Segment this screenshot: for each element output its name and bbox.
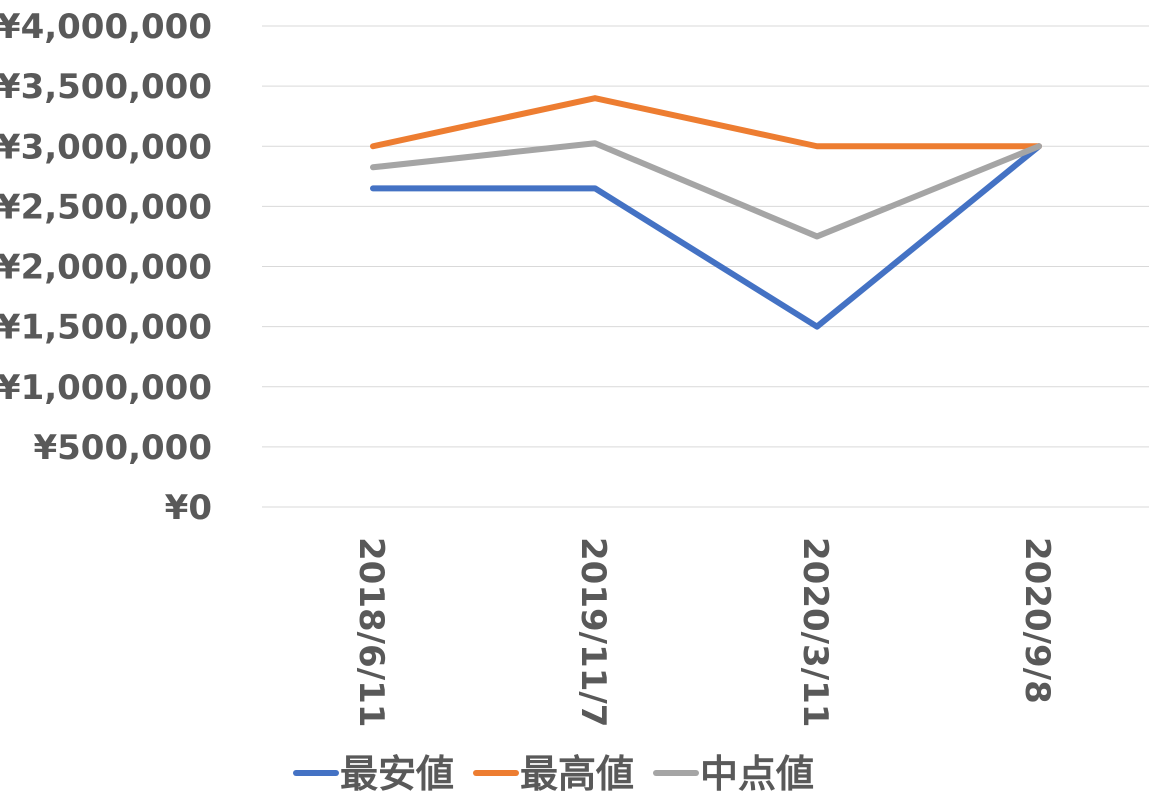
legend-label: 最高値 bbox=[520, 752, 634, 796]
y-tick-label: ¥0 bbox=[165, 488, 212, 528]
y-tick-label: ¥2,000,000 bbox=[0, 248, 212, 288]
y-tick-label: ¥3,500,000 bbox=[0, 67, 212, 107]
x-tick-label: 2018/6/11 bbox=[351, 537, 391, 727]
y-tick-label: ¥3,000,000 bbox=[0, 127, 212, 167]
legend: 最安値 最高値 中点値 bbox=[293, 752, 814, 796]
data-point bbox=[1038, 145, 1040, 147]
legend-item: 最安値 bbox=[293, 752, 454, 796]
gridlines bbox=[262, 25, 1149, 508]
data-point bbox=[372, 145, 374, 147]
legend-item: 最高値 bbox=[473, 752, 634, 796]
y-tick-label: ¥500,000 bbox=[33, 428, 212, 468]
data-point bbox=[594, 142, 596, 144]
x-tick-label: 2020/9/8 bbox=[1017, 537, 1057, 704]
data-point bbox=[816, 326, 818, 328]
legend-item: 中点値 bbox=[653, 752, 814, 796]
x-tick-label: 2020/3/11 bbox=[795, 537, 835, 727]
y-tick-label: ¥1,500,000 bbox=[0, 308, 212, 348]
series-line-2 bbox=[370, 140, 1042, 240]
series-line-0 bbox=[370, 143, 1042, 330]
x-axis-tick-labels: 2018/6/11 2019/11/7 2020/3/11 2020/9/8 bbox=[351, 537, 1057, 727]
data-point bbox=[816, 235, 818, 237]
series-lines bbox=[370, 95, 1042, 330]
legend-label: 中点値 bbox=[700, 752, 814, 796]
y-tick-label: ¥4,000,000 bbox=[0, 7, 212, 47]
series-line-1 bbox=[370, 95, 1042, 150]
data-point bbox=[372, 187, 374, 189]
data-point bbox=[594, 187, 596, 189]
data-point bbox=[594, 97, 596, 99]
legend-label: 最安値 bbox=[340, 752, 454, 796]
y-axis-tick-labels: ¥0 ¥500,000 ¥1,000,000 ¥1,500,000 ¥2,000,000… bbox=[0, 7, 212, 528]
data-point bbox=[372, 166, 374, 168]
x-tick-label: 2019/11/7 bbox=[573, 537, 613, 727]
y-tick-label: ¥2,500,000 bbox=[0, 187, 212, 227]
y-tick-label: ¥1,000,000 bbox=[0, 368, 212, 408]
data-point bbox=[816, 145, 818, 147]
